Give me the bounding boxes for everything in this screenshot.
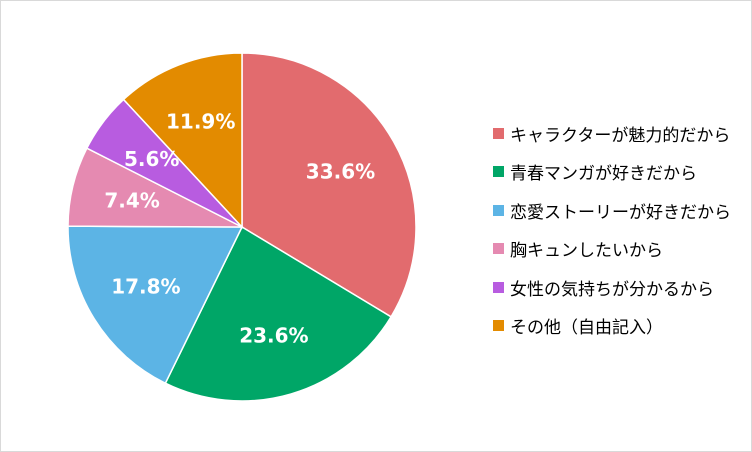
legend-label-3: 恋愛ストーリーが好きだから — [510, 202, 731, 223]
legend-label-5: 女性の気持ちが分かるから — [510, 279, 714, 300]
legend-label-6: その他（自由記入） — [510, 318, 663, 339]
data-label-1: 33.6% — [306, 159, 375, 183]
legend-label-2: 青春マンガが好きだから — [510, 164, 697, 185]
legend-item-4: 胸キュンしたいから — [493, 230, 731, 269]
legend-swatch-6 — [493, 320, 504, 332]
pie-data-labels: 33.6% 23.6% 17.8% 7.4% 5.6% 11.9% — [104, 110, 375, 348]
legend-label-4: 胸キュンしたいから — [510, 241, 663, 262]
legend-swatch-4 — [493, 243, 504, 255]
legend-item-5: 女性の気持ちが分かるから — [493, 268, 731, 307]
pie-slice-6 — [122, 52, 243, 229]
data-label-4: 7.4% — [104, 188, 159, 212]
data-label-6: 11.9% — [166, 110, 235, 134]
pie-slice-1 — [241, 52, 417, 318]
legend-item-3: 恋愛ストーリーが好きだから — [493, 191, 731, 230]
legend-item-2: 青春マンガが好きだから — [493, 153, 731, 192]
pie-slice-2 — [164, 225, 393, 402]
legend-swatch-5 — [493, 281, 504, 293]
pie-slices — [67, 52, 417, 402]
legend-item-6: その他（自由記入） — [493, 307, 731, 346]
data-label-3: 17.8% — [111, 275, 180, 299]
data-label-5: 5.6% — [124, 147, 179, 171]
legend-swatch-1 — [493, 127, 504, 139]
legend-label-1: キャラクターが魅力的だから — [510, 125, 731, 146]
data-label-2: 23.6% — [239, 324, 308, 348]
legend-swatch-2 — [493, 166, 504, 178]
legend-swatch-3 — [493, 204, 504, 216]
legend: キャラクターが魅力的だから 青春マンガが好きだから恋愛ストーリーが好きだから 胸キュ… — [493, 114, 731, 345]
legend-item-1: キャラクターが魅力的だから — [493, 114, 731, 153]
pie-slice-3 — [67, 225, 244, 385]
